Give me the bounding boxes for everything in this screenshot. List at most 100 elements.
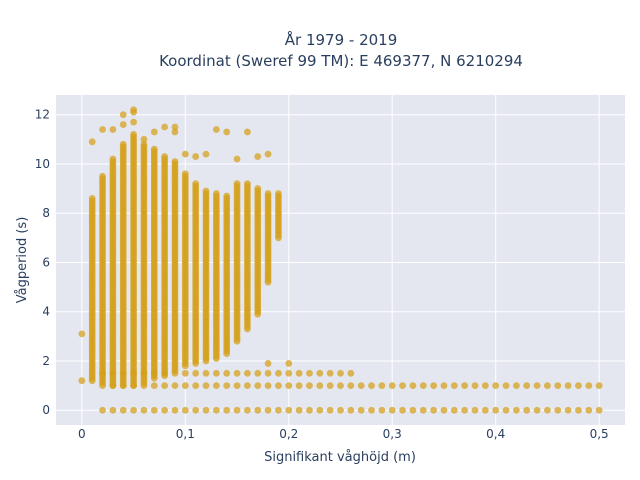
data-point	[368, 406, 375, 414]
data-point	[326, 382, 334, 389]
data-point	[192, 369, 200, 377]
data-point	[440, 406, 448, 414]
data-point	[212, 406, 220, 414]
data-point	[130, 382, 137, 389]
data-point	[150, 406, 158, 414]
data-point	[130, 369, 137, 377]
data-point	[161, 123, 169, 131]
data-point	[161, 153, 169, 160]
x-tick-label: 0,5	[590, 427, 609, 441]
data-point	[119, 140, 127, 148]
data-point	[295, 382, 303, 389]
data-point	[130, 118, 137, 126]
data-point	[492, 406, 500, 414]
data-point	[109, 369, 117, 377]
y-tick-label: 6	[42, 255, 50, 269]
data-point	[492, 382, 500, 389]
data-point	[171, 382, 179, 389]
data-point	[285, 382, 293, 389]
data-point	[181, 382, 189, 389]
data-point	[140, 140, 148, 148]
data-point	[192, 153, 200, 160]
data-point	[130, 406, 137, 414]
data-point	[140, 135, 148, 143]
data-point	[378, 382, 386, 389]
data-point	[243, 406, 251, 414]
data-point	[575, 406, 582, 414]
data-point	[512, 406, 520, 414]
gridlines	[56, 95, 625, 425]
data-point	[88, 138, 96, 146]
data-point	[564, 382, 572, 389]
data-point	[171, 406, 179, 414]
data-point	[523, 382, 531, 389]
y-tick-label: 12	[35, 108, 50, 122]
data-point	[306, 406, 313, 414]
data-point	[502, 382, 510, 389]
data-point	[554, 382, 562, 389]
data-point	[575, 382, 582, 389]
data-point	[585, 406, 593, 414]
data-point	[264, 369, 272, 377]
data-point	[202, 187, 210, 195]
data-point	[140, 369, 148, 377]
data-point	[161, 406, 169, 414]
data-point	[150, 369, 158, 377]
data-point	[326, 406, 334, 414]
data-point	[109, 406, 117, 414]
data-point	[233, 382, 241, 389]
data-point	[554, 406, 562, 414]
data-point	[150, 382, 158, 389]
data-point	[119, 382, 127, 389]
data-point	[285, 406, 293, 414]
data-point	[316, 382, 324, 389]
data-point	[212, 369, 220, 377]
data-point	[171, 128, 179, 136]
y-tick-label: 10	[35, 157, 50, 171]
data-point	[409, 382, 417, 389]
data-point	[275, 369, 282, 377]
data-point	[99, 382, 106, 389]
data-point	[171, 123, 179, 131]
data-point	[243, 369, 251, 377]
data-point	[544, 382, 551, 389]
data-point	[161, 369, 169, 377]
y-tick-label: 4	[42, 305, 50, 319]
data-points	[78, 106, 603, 414]
y-tick-label: 0	[42, 403, 50, 417]
x-tick-label: 0,4	[486, 427, 505, 441]
data-point	[233, 406, 241, 414]
data-point	[295, 369, 303, 377]
data-point	[264, 150, 272, 158]
data-point	[223, 369, 231, 377]
data-point	[471, 382, 479, 389]
data-point	[130, 108, 137, 116]
data-point	[99, 369, 106, 377]
data-point	[233, 180, 241, 188]
chart-title-line-1: År 1979 - 2019	[285, 30, 398, 49]
data-point	[181, 369, 189, 377]
data-point	[212, 382, 220, 389]
data-point	[337, 382, 344, 389]
data-point	[181, 170, 189, 178]
data-point	[254, 406, 262, 414]
data-point	[202, 150, 210, 158]
x-tick-label: 0,2	[279, 427, 298, 441]
data-point	[264, 382, 272, 389]
data-point	[388, 406, 396, 414]
data-point	[357, 382, 365, 389]
data-point	[202, 406, 210, 414]
data-point	[347, 369, 355, 377]
data-point	[502, 406, 510, 414]
data-point	[481, 382, 489, 389]
y-tick-label: 2	[42, 354, 50, 368]
data-point	[254, 382, 262, 389]
data-point	[181, 150, 189, 158]
data-point	[119, 121, 127, 128]
data-point	[285, 360, 293, 367]
x-axis-title: Signifikant våghöjd (m)	[264, 450, 416, 465]
data-point	[223, 382, 231, 389]
data-point	[585, 382, 593, 389]
data-point	[512, 382, 520, 389]
data-point	[450, 406, 458, 414]
